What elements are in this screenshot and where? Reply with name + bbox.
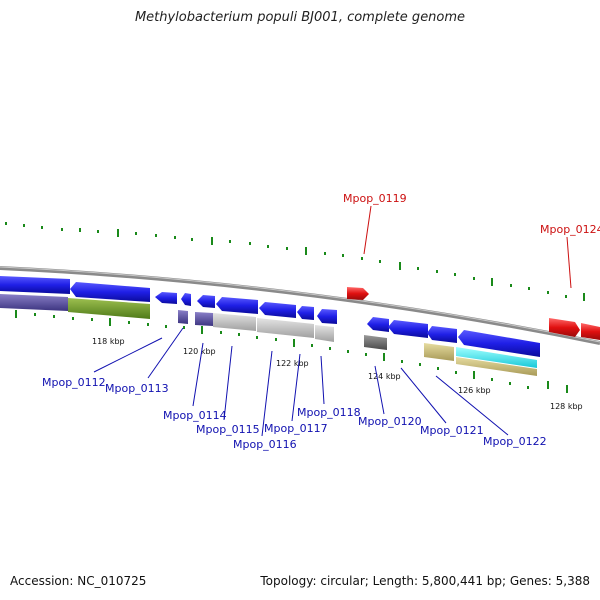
gene-feature-mpop-0121[interactable] bbox=[388, 320, 428, 338]
scale-label: 118 kbp bbox=[92, 337, 125, 346]
topology-footer: Topology: circular; Length: 5,800,441 bp… bbox=[260, 574, 590, 588]
gene-feature-mpop-0116[interactable] bbox=[216, 297, 258, 314]
scale-label: 120 kbp bbox=[183, 347, 216, 356]
gene-label-mpop-0112[interactable]: Mpop_0112 bbox=[42, 376, 106, 389]
gene-label-mpop-0113[interactable]: Mpop_0113 bbox=[105, 382, 169, 395]
accession-footer: Accession: NC_010725 bbox=[10, 574, 147, 588]
gene-feature-mpop-0120[interactable] bbox=[367, 317, 389, 332]
scale-label: 128 kbp bbox=[550, 402, 583, 411]
track-dark-grey bbox=[364, 335, 387, 350]
gene-feature-mpop-0124b[interactable] bbox=[581, 323, 600, 340]
gene-feature-mpop-0122[interactable] bbox=[458, 330, 540, 357]
outer-scale-ticks bbox=[5, 222, 585, 301]
inner-scale-ticks bbox=[15, 310, 568, 393]
gene-label-mpop-0114[interactable]: Mpop_0114 bbox=[163, 409, 227, 422]
gene-feature-mpop-0113[interactable] bbox=[155, 292, 177, 304]
track-khaki-2 bbox=[456, 357, 537, 376]
genome-backbone bbox=[0, 266, 600, 345]
gene-label-mpop-0124[interactable]: Mpop_0124 bbox=[540, 223, 600, 236]
gene-label-mpop-0119[interactable]: Mpop_0119 bbox=[343, 192, 407, 205]
gene-feature-mpop-0118a[interactable] bbox=[297, 306, 314, 320]
track-grey-2 bbox=[257, 318, 314, 338]
gene-label-mpop-0115[interactable]: Mpop_0115 bbox=[196, 423, 260, 436]
reverse-strand-genes bbox=[0, 276, 540, 357]
genome-title: Methylobacterium populi BJ001, complete … bbox=[134, 10, 466, 25]
genome-backbone-highlight bbox=[0, 266, 600, 343]
gene-feature-mpop-0124[interactable] bbox=[549, 318, 580, 337]
gene-feature-mpop-0112[interactable] bbox=[70, 282, 150, 302]
scale-label: 126 kbp bbox=[458, 386, 491, 395]
gene-label-mpop-0120[interactable]: Mpop_0120 bbox=[358, 415, 422, 428]
gene-feature-mpop-0117[interactable] bbox=[259, 302, 296, 318]
scale-label: 122 kbp bbox=[276, 359, 309, 368]
track-purple bbox=[0, 294, 68, 311]
track-purple-mid bbox=[195, 312, 213, 326]
gene-labels: Mpop_0112 Mpop_0113 Mpop_0114 Mpop_0115 … bbox=[42, 192, 600, 451]
forward-strand-genes bbox=[347, 287, 600, 340]
track-khaki-1 bbox=[424, 343, 454, 361]
gene-feature-mpop-0114[interactable] bbox=[181, 293, 191, 306]
annotation-tracks bbox=[0, 294, 537, 376]
gene-feature-mpop-0118[interactable] bbox=[317, 309, 337, 324]
gene-label-mpop-0116[interactable]: Mpop_0116 bbox=[233, 438, 297, 451]
gene-feature-mpop-0119[interactable] bbox=[347, 287, 369, 300]
gene-label-mpop-0121[interactable]: Mpop_0121 bbox=[420, 424, 484, 437]
gene-label-mpop-0117[interactable]: Mpop_0117 bbox=[264, 422, 328, 435]
gene-label-mpop-0118[interactable]: Mpop_0118 bbox=[297, 406, 361, 419]
scale-labels: 118 kbp 120 kbp 122 kbp 124 kbp 126 kbp … bbox=[92, 337, 583, 411]
track-grey-3 bbox=[315, 325, 334, 342]
scale-label: 124 kbp bbox=[368, 372, 401, 381]
label-leader-lines bbox=[93, 205, 572, 437]
track-purple-small bbox=[178, 310, 188, 324]
track-grey-1 bbox=[213, 313, 256, 331]
gene-label-mpop-0122[interactable]: Mpop_0122 bbox=[483, 435, 547, 448]
track-olive bbox=[68, 298, 150, 319]
gene-feature-mpop-0115[interactable] bbox=[197, 295, 215, 308]
track-cyan bbox=[456, 347, 537, 368]
gene-feature-mpop-0121b[interactable] bbox=[427, 326, 457, 343]
gene-feature-left-edge[interactable] bbox=[0, 276, 70, 294]
